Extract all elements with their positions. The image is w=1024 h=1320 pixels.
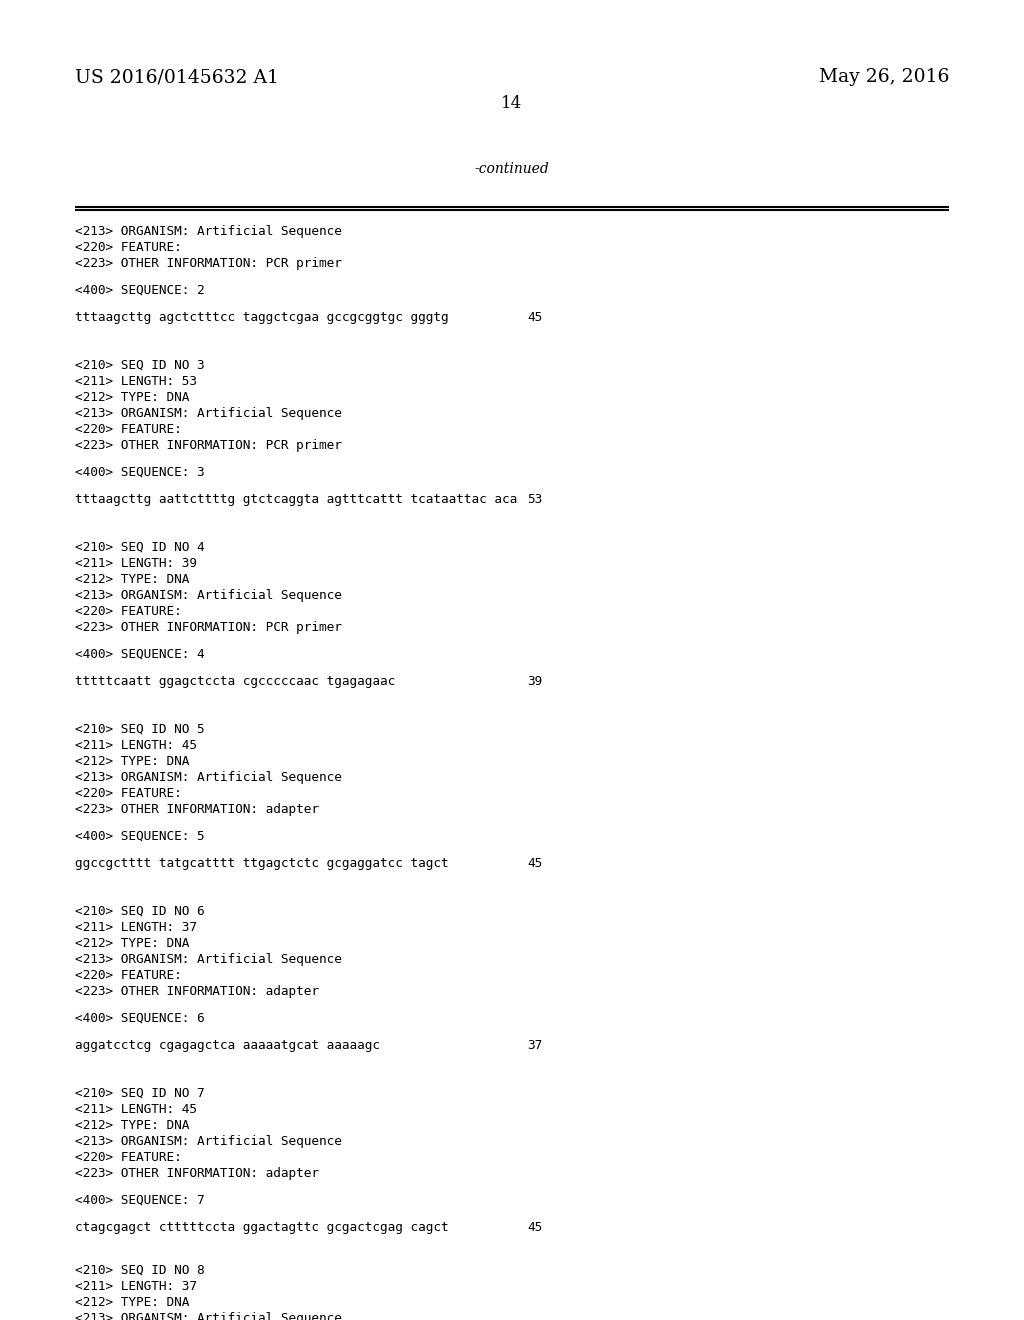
Text: <211> LENGTH: 53: <211> LENGTH: 53 (75, 375, 197, 388)
Text: US 2016/0145632 A1: US 2016/0145632 A1 (75, 69, 279, 86)
Text: <210> SEQ ID NO 3: <210> SEQ ID NO 3 (75, 359, 205, 372)
Text: ctagcgagct ctttttccta ggactagttc gcgactcgag cagct: ctagcgagct ctttttccta ggactagttc gcgactc… (75, 1221, 449, 1234)
Text: <400> SEQUENCE: 4: <400> SEQUENCE: 4 (75, 648, 205, 661)
Text: <212> TYPE: DNA: <212> TYPE: DNA (75, 1119, 189, 1133)
Text: <212> TYPE: DNA: <212> TYPE: DNA (75, 573, 189, 586)
Text: 14: 14 (502, 95, 522, 112)
Text: <220> FEATURE:: <220> FEATURE: (75, 1151, 181, 1164)
Text: <220> FEATURE:: <220> FEATURE: (75, 605, 181, 618)
Text: <213> ORGANISM: Artificial Sequence: <213> ORGANISM: Artificial Sequence (75, 407, 342, 420)
Text: <400> SEQUENCE: 6: <400> SEQUENCE: 6 (75, 1012, 205, 1026)
Text: <220> FEATURE:: <220> FEATURE: (75, 422, 181, 436)
Text: <212> TYPE: DNA: <212> TYPE: DNA (75, 937, 189, 950)
Text: 45: 45 (527, 1221, 543, 1234)
Text: ggccgctttt tatgcatttt ttgagctctc gcgaggatcc tagct: ggccgctttt tatgcatttt ttgagctctc gcgagga… (75, 857, 449, 870)
Text: <213> ORGANISM: Artificial Sequence: <213> ORGANISM: Artificial Sequence (75, 589, 342, 602)
Text: <210> SEQ ID NO 5: <210> SEQ ID NO 5 (75, 723, 205, 737)
Text: <211> LENGTH: 39: <211> LENGTH: 39 (75, 557, 197, 570)
Text: <213> ORGANISM: Artificial Sequence: <213> ORGANISM: Artificial Sequence (75, 224, 342, 238)
Text: <223> OTHER INFORMATION: PCR primer: <223> OTHER INFORMATION: PCR primer (75, 440, 342, 451)
Text: aggatcctcg cgagagctca aaaaatgcat aaaaagc: aggatcctcg cgagagctca aaaaatgcat aaaaagc (75, 1039, 380, 1052)
Text: <213> ORGANISM: Artificial Sequence: <213> ORGANISM: Artificial Sequence (75, 771, 342, 784)
Text: <223> OTHER INFORMATION: PCR primer: <223> OTHER INFORMATION: PCR primer (75, 257, 342, 271)
Text: <223> OTHER INFORMATION: adapter: <223> OTHER INFORMATION: adapter (75, 985, 319, 998)
Text: <212> TYPE: DNA: <212> TYPE: DNA (75, 391, 189, 404)
Text: 53: 53 (527, 492, 543, 506)
Text: <210> SEQ ID NO 8: <210> SEQ ID NO 8 (75, 1265, 205, 1276)
Text: <220> FEATURE:: <220> FEATURE: (75, 242, 181, 253)
Text: <210> SEQ ID NO 6: <210> SEQ ID NO 6 (75, 906, 205, 917)
Text: <210> SEQ ID NO 7: <210> SEQ ID NO 7 (75, 1086, 205, 1100)
Text: <212> TYPE: DNA: <212> TYPE: DNA (75, 1296, 189, 1309)
Text: <210> SEQ ID NO 4: <210> SEQ ID NO 4 (75, 541, 205, 554)
Text: <220> FEATURE:: <220> FEATURE: (75, 787, 181, 800)
Text: <223> OTHER INFORMATION: PCR primer: <223> OTHER INFORMATION: PCR primer (75, 620, 342, 634)
Text: <223> OTHER INFORMATION: adapter: <223> OTHER INFORMATION: adapter (75, 1167, 319, 1180)
Text: 39: 39 (527, 675, 543, 688)
Text: <223> OTHER INFORMATION: adapter: <223> OTHER INFORMATION: adapter (75, 803, 319, 816)
Text: <211> LENGTH: 45: <211> LENGTH: 45 (75, 739, 197, 752)
Text: <220> FEATURE:: <220> FEATURE: (75, 969, 181, 982)
Text: 45: 45 (527, 312, 543, 323)
Text: <213> ORGANISM: Artificial Sequence: <213> ORGANISM: Artificial Sequence (75, 1135, 342, 1148)
Text: <211> LENGTH: 45: <211> LENGTH: 45 (75, 1104, 197, 1115)
Text: <211> LENGTH: 37: <211> LENGTH: 37 (75, 921, 197, 935)
Text: <212> TYPE: DNA: <212> TYPE: DNA (75, 755, 189, 768)
Text: <213> ORGANISM: Artificial Sequence: <213> ORGANISM: Artificial Sequence (75, 1312, 342, 1320)
Text: 45: 45 (527, 857, 543, 870)
Text: <400> SEQUENCE: 2: <400> SEQUENCE: 2 (75, 284, 205, 297)
Text: <400> SEQUENCE: 3: <400> SEQUENCE: 3 (75, 466, 205, 479)
Text: tttaagcttg agctctttcc taggctcgaa gccgcggtgc gggtg: tttaagcttg agctctttcc taggctcgaa gccgcgg… (75, 312, 449, 323)
Text: <213> ORGANISM: Artificial Sequence: <213> ORGANISM: Artificial Sequence (75, 953, 342, 966)
Text: <211> LENGTH: 37: <211> LENGTH: 37 (75, 1280, 197, 1294)
Text: <400> SEQUENCE: 7: <400> SEQUENCE: 7 (75, 1195, 205, 1206)
Text: -continued: -continued (475, 162, 549, 176)
Text: tttttcaatt ggagctccta cgcccccaac tgagagaac: tttttcaatt ggagctccta cgcccccaac tgagaga… (75, 675, 395, 688)
Text: tttaagcttg aattcttttg gtctcaggta agtttcattt tcataattac aca: tttaagcttg aattcttttg gtctcaggta agtttca… (75, 492, 517, 506)
Text: 37: 37 (527, 1039, 543, 1052)
Text: May 26, 2016: May 26, 2016 (818, 69, 949, 86)
Text: <400> SEQUENCE: 5: <400> SEQUENCE: 5 (75, 830, 205, 843)
